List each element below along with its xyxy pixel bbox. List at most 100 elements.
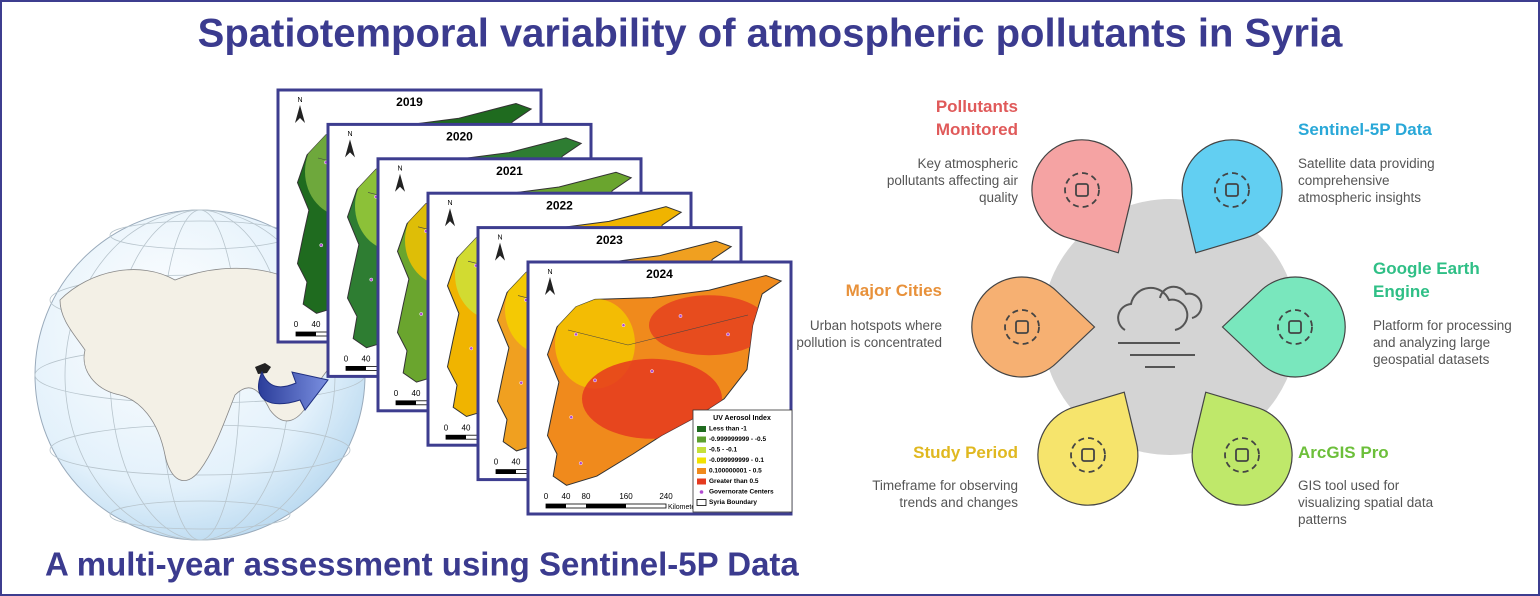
petal: [1221, 276, 1346, 378]
item-description: Key atmospheric pollutants affecting air…: [886, 156, 1018, 205]
petal-icon: [1064, 172, 1100, 208]
petal-icon-detail: [1235, 448, 1249, 462]
north-label: N: [347, 131, 352, 138]
petal-icon: [1070, 437, 1106, 473]
item-title: Sentinel-5P Data: [1298, 120, 1432, 139]
scale-label: 0: [394, 389, 399, 398]
scale-label: 40: [362, 355, 371, 364]
legend-swatch: [697, 447, 706, 453]
north-label: N: [497, 234, 502, 241]
north-arrow: [445, 208, 455, 227]
item-description: Urban hotspots where pollution is concen…: [796, 318, 942, 350]
scale-bar-fill: [396, 400, 416, 405]
governorate-center: [569, 415, 574, 420]
petal-icon-detail: [1225, 183, 1239, 197]
aerosol-zones: [555, 295, 769, 439]
governorate-center: [578, 461, 583, 466]
item-description: Platform for processing and analyzing la…: [1373, 318, 1512, 367]
petal-icon-detail: [1075, 183, 1089, 197]
legend-swatch: [699, 490, 704, 494]
legend-label: -0.999999999 - -0.5: [709, 436, 766, 443]
subtitle: A multi-year assessment using Sentinel-5…: [45, 546, 799, 583]
petal-icon-detail: [1081, 448, 1095, 462]
map-year: 2019: [396, 95, 423, 109]
scale-bar-fill: [346, 366, 366, 371]
item-title: ArcGIS Pro: [1298, 443, 1389, 462]
legend-label: Syria Boundary: [709, 499, 757, 506]
north-label: N: [547, 269, 552, 276]
title: Spatiotemporal variability of atmospheri…: [198, 12, 1343, 56]
scale-bar-fill: [496, 469, 516, 474]
scale-label: 40: [462, 423, 471, 432]
legend-swatch: [697, 426, 706, 432]
maps: 2019N04080160240Kilometers2020N040801602…: [276, 88, 793, 516]
item-description: GIS tool used for visualizing spatial da…: [1298, 478, 1434, 527]
governorate-center: [678, 314, 683, 318]
item-title: Study Period: [913, 443, 1018, 462]
legend-swatch: [697, 468, 706, 474]
center-circle: [1042, 199, 1298, 455]
scale-label: 0: [294, 320, 299, 329]
legend-label: Less than -1: [709, 426, 747, 433]
governorate-center: [419, 312, 424, 316]
legend-label: Governorate Centers: [709, 489, 774, 496]
map-year: 2022: [546, 198, 573, 212]
zone: [649, 295, 769, 356]
zone: [582, 358, 722, 439]
scale-label: 0: [494, 458, 499, 467]
legend-swatch: [697, 436, 706, 443]
governorate-center: [469, 346, 474, 351]
petal-icon: [1277, 309, 1313, 345]
petal: [971, 276, 1096, 378]
north-arrow: [495, 242, 505, 261]
syria-marker: [255, 363, 271, 374]
legend-label: -0.099999999 - 0.1: [709, 457, 764, 464]
north-arrow: [295, 105, 305, 123]
governorate-center: [519, 380, 524, 385]
map-year: 2023: [596, 233, 623, 247]
petal-icon-detail: [1288, 320, 1302, 334]
legend-box: [692, 409, 793, 513]
item-title: Google Earth Engine: [1373, 259, 1480, 301]
petal-icon: [1224, 437, 1260, 473]
item-description: Satellite data providing comprehensive a…: [1298, 156, 1435, 205]
item-title: Pollutants Monitored: [935, 97, 1018, 139]
scale-bar-fill: [296, 332, 316, 336]
map-year: 2020: [446, 130, 473, 144]
legend-swatch: [697, 457, 706, 464]
governorate-center: [319, 243, 324, 248]
north-label: N: [297, 97, 302, 104]
arrow: [257, 370, 329, 411]
infographic: [971, 139, 1346, 506]
map-panel: 2024 N 0 40 80 160 240 Kilometers UV Aerosol Ind…: [526, 260, 793, 516]
petal-icon: [1214, 172, 1250, 208]
scale-label: 80: [582, 492, 591, 501]
admin-boundaries: [567, 314, 749, 346]
governorate-center: [593, 378, 597, 383]
legend-label: Greater than 0.5: [709, 478, 759, 485]
north-arrow: [545, 277, 555, 295]
scale-bar-fill: [586, 504, 626, 508]
map-year: 2024: [646, 267, 673, 281]
governorate-center: [726, 332, 730, 337]
north-arrow: [395, 173, 405, 192]
north-label: N: [447, 200, 452, 207]
north-arrow: [345, 139, 355, 158]
legend-title: UV Aerosol Index: [713, 415, 771, 422]
scale-label: 160: [619, 492, 633, 501]
scale-label: 0: [444, 423, 449, 432]
petal-icon: [1004, 309, 1040, 345]
petal-icon-detail: [1015, 320, 1029, 334]
scale-unit: Kilometers: [668, 504, 702, 511]
cloud-icon: [1117, 285, 1203, 368]
legend-swatch: [697, 478, 706, 485]
scale-label: 0: [544, 492, 549, 501]
legend-label: -0.5 - -0.1: [709, 447, 738, 454]
governorate-center: [650, 369, 654, 374]
legend-swatch: [696, 499, 707, 506]
scale-bar-fill: [546, 504, 566, 508]
scale-label: 240: [659, 492, 673, 501]
